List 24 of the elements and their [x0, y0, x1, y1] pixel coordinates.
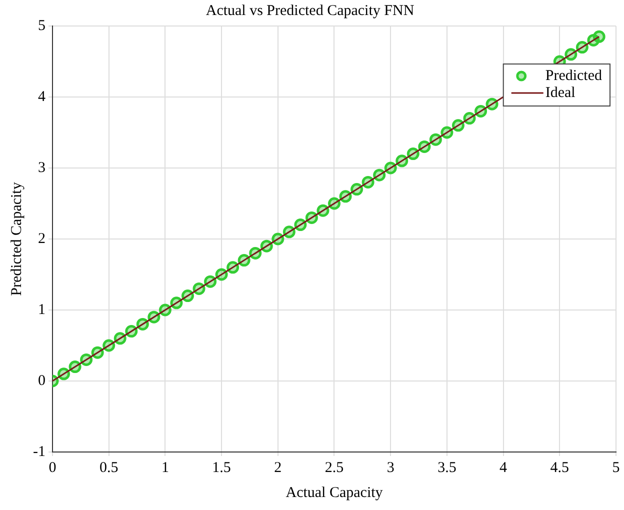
x-tick-label: 2.5	[324, 460, 344, 476]
y-tick-label: 3	[38, 160, 46, 176]
legend-label: Predicted	[545, 68, 602, 84]
y-tick-label: 0	[38, 372, 46, 389]
y-tick-label: 2	[38, 230, 46, 247]
y-tick-label: 4	[38, 88, 46, 105]
y-axis-title: Predicted Capacity	[8, 182, 25, 296]
x-tick-label: 0.5	[99, 460, 118, 476]
y-tick-label: 5	[38, 18, 46, 34]
chart-title: Actual vs Predicted Capacity FNN	[206, 2, 414, 19]
x-tick-label: 0	[48, 460, 56, 476]
x-tick-label: 3.5	[438, 460, 456, 476]
y-tick-label: 1	[38, 302, 46, 318]
x-tick-label: 3	[386, 460, 394, 476]
x-tick-label: 5	[612, 460, 620, 476]
y-tick-label: -1	[32, 444, 46, 460]
x-tick-label: 4	[500, 460, 508, 476]
x-tick-label: 4.5	[550, 460, 570, 476]
legend-label: Ideal	[545, 84, 576, 101]
x-tick-label: 2	[274, 460, 282, 476]
x-tick-label: 1.5	[212, 460, 231, 476]
point	[592, 30, 606, 43]
x-tick-label: 1	[161, 460, 169, 476]
x-axis-title: Actual Capacity	[286, 484, 384, 501]
